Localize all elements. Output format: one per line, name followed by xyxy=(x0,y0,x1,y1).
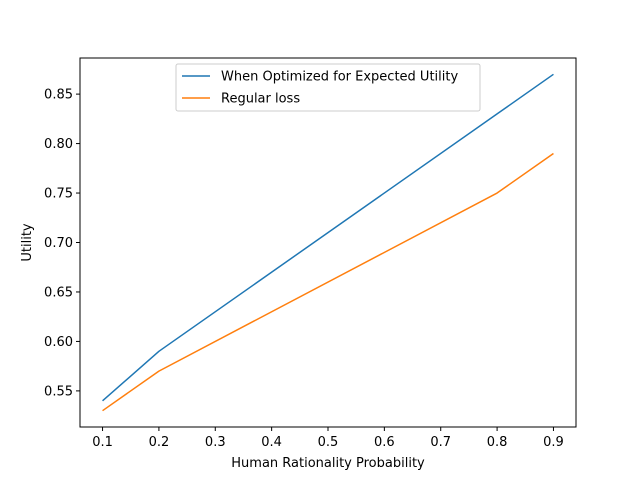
x-tick-label: 0.3 xyxy=(205,435,226,450)
series-line-1 xyxy=(102,73,554,402)
y-tick-label: 0.80 xyxy=(44,137,73,152)
x-tick-label: 0.9 xyxy=(543,435,564,450)
x-tick-label: 0.5 xyxy=(318,435,339,450)
plot-frame xyxy=(79,57,577,428)
legend-label-1: When Optimized for Expected Utility xyxy=(221,70,458,85)
x-axis: 0.1 0.2 0.3 0.4 0.5 0.6 0.7 0.8 0.9 xyxy=(92,427,564,450)
series-line-2 xyxy=(102,152,554,412)
x-tick-label: 0.4 xyxy=(261,435,282,450)
y-tick-label: 0.70 xyxy=(44,236,73,251)
y-axis: 0.55 0.60 0.65 0.70 0.75 0.80 0.85 xyxy=(44,88,80,399)
legend-box xyxy=(175,63,481,112)
y-tick-label: 0.60 xyxy=(44,335,73,350)
series-layer xyxy=(102,73,554,412)
legend-label-2: Regular loss xyxy=(221,92,300,107)
plot-area xyxy=(79,57,577,428)
y-tick-label: 0.75 xyxy=(44,187,73,202)
y-tick-label: 0.55 xyxy=(44,384,73,399)
x-tick-label: 0.7 xyxy=(430,435,451,450)
y-axis-title: Utility xyxy=(20,223,35,262)
y-tick-label: 0.65 xyxy=(44,285,73,300)
x-tick-label: 0.1 xyxy=(92,435,113,450)
x-tick-label: 0.6 xyxy=(374,435,395,450)
x-tick-label: 0.2 xyxy=(149,435,170,450)
legend: When Optimized for Expected Utility Regul… xyxy=(175,63,481,112)
x-axis-title: Human Rationality Probability xyxy=(231,456,425,471)
y-tick-label: 0.85 xyxy=(44,88,73,103)
x-tick-label: 0.8 xyxy=(487,435,508,450)
